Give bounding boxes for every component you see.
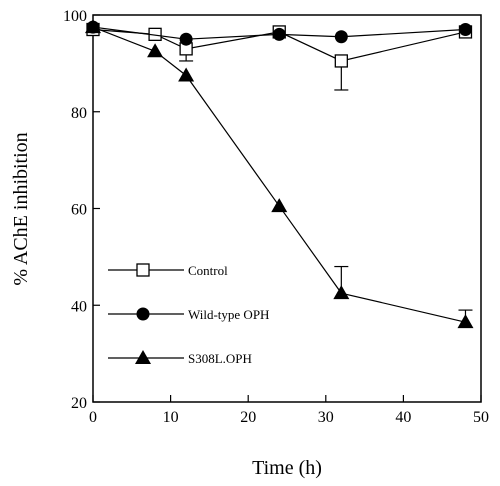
x-tick-label: 20 [240, 409, 256, 426]
x-tick-label: 30 [318, 409, 334, 426]
data-point [458, 23, 472, 37]
data-point [271, 198, 288, 213]
x-tick-label: 50 [473, 409, 489, 426]
plot-frame [92, 14, 482, 403]
series-2 [85, 19, 474, 329]
legend: Control Wild-type OPH S308L.OPH [108, 263, 269, 366]
axes [92, 14, 482, 403]
data-point [457, 314, 474, 329]
legend-label: Wild-type OPH [188, 307, 269, 322]
series-line [92, 26, 466, 323]
data-point [334, 54, 348, 68]
series-group [85, 19, 474, 329]
data-point [179, 32, 193, 46]
data-point [272, 27, 286, 41]
legend-marker [136, 263, 150, 277]
y-tick-label: 100 [63, 8, 87, 25]
data-point [85, 19, 101, 34]
legend-marker [135, 350, 151, 364]
y-tick-label: 20 [71, 395, 87, 412]
x-tick-label: 10 [163, 409, 179, 426]
x-tick-label: 0 [89, 409, 97, 426]
data-point [178, 67, 195, 82]
tick-group: 0 10 20 30 40 50 20 40 60 80 100 [63, 8, 489, 426]
legend-marker [136, 307, 150, 321]
data-point [333, 285, 350, 300]
data-point [334, 30, 348, 44]
x-tick-label: 40 [395, 409, 411, 426]
y-tick-label: 60 [71, 202, 87, 219]
y-axis-title: % AChE inhibition [10, 132, 32, 285]
legend-label: Control [188, 263, 228, 278]
x-axis-title: Time (h) [252, 457, 322, 479]
y-tick-label: 80 [71, 105, 87, 122]
legend-label: S308L.OPH [188, 351, 252, 366]
data-point [147, 43, 164, 58]
y-tick-label: 40 [71, 298, 87, 315]
